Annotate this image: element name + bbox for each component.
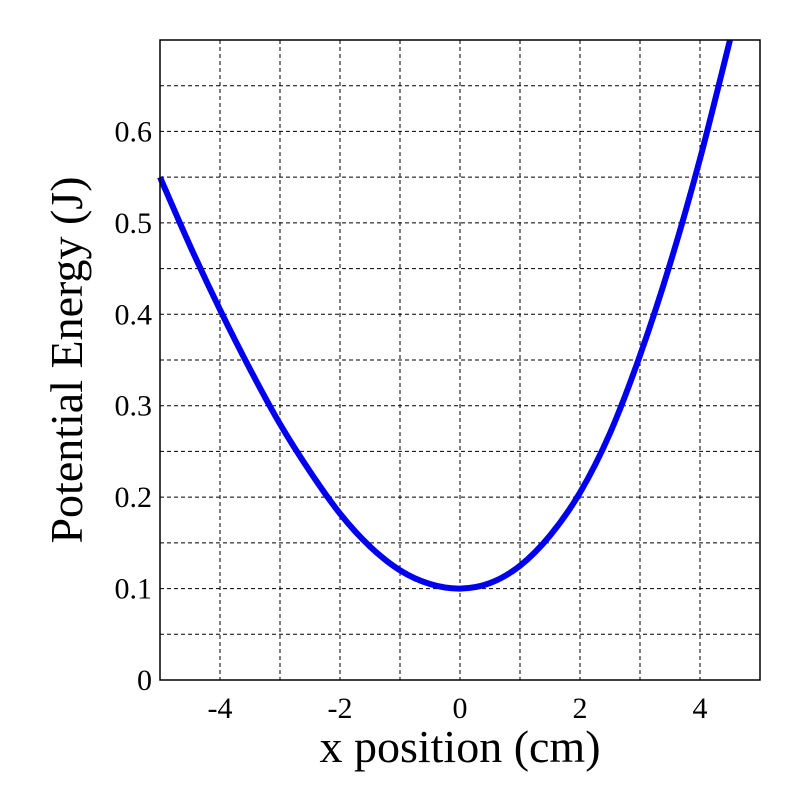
y-tick-label: 0 (137, 664, 152, 697)
x-tick-label: 0 (453, 692, 468, 725)
potential-energy-curve (157, 39, 733, 592)
grid-layer (160, 40, 760, 680)
tick-layer: -4 -2 0 2 4 0 0.1 0.2 0.3 0.4 0.5 0.6 (115, 115, 708, 725)
y-tick-label: 0.4 (115, 298, 153, 331)
x-tick-label: -2 (328, 692, 353, 725)
x-axis-title: x position (cm) (319, 721, 600, 772)
x-tick-label: 4 (693, 692, 708, 725)
x-tick-label: -4 (208, 692, 233, 725)
y-tick-label: 0.2 (115, 481, 153, 514)
y-axis-title: Potential Energy (J) (41, 176, 92, 543)
x-tick-label: 2 (573, 692, 588, 725)
y-tick-label: 0.1 (115, 573, 153, 606)
plot-frame (159, 39, 761, 681)
y-tick-label: 0.3 (115, 390, 153, 423)
series-layer (157, 39, 733, 592)
y-tick-label: 0.5 (115, 207, 153, 240)
y-tick-label: 0.6 (115, 115, 153, 148)
